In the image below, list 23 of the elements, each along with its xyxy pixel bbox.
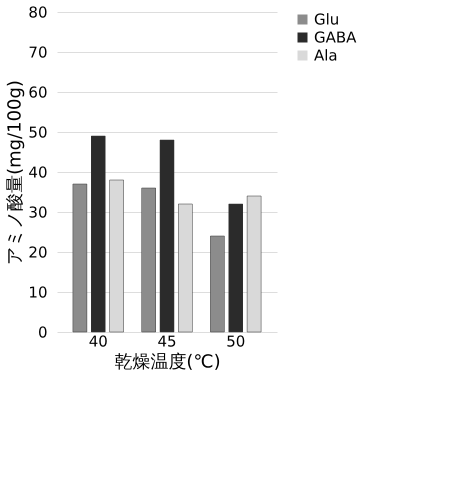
y-tick-label: 50 <box>28 124 48 142</box>
legend-label: Ala <box>314 46 338 64</box>
legend-label: GABA <box>314 28 358 46</box>
bar <box>210 236 225 332</box>
y-tick-label: 0 <box>38 324 48 342</box>
bar <box>141 188 156 332</box>
bar <box>228 204 243 332</box>
y-tick-label: 40 <box>28 164 48 182</box>
x-axis-title: 乾燥温度(℃) <box>114 352 221 372</box>
y-tick-label: 10 <box>28 284 48 302</box>
x-tick-label: 40 <box>88 332 108 350</box>
x-tick-label: 45 <box>157 332 177 350</box>
y-axis-title: アミノ酸量(mg/100g) <box>4 80 26 265</box>
y-tick-label: 30 <box>28 204 48 222</box>
bar <box>160 140 174 332</box>
bar <box>91 136 106 332</box>
y-tick-label: 60 <box>28 84 48 102</box>
legend-label: Glu <box>314 10 340 28</box>
y-tick-label: 20 <box>28 244 48 262</box>
bar <box>72 184 88 332</box>
x-tick-label: 50 <box>226 332 246 350</box>
y-tick-label: 70 <box>28 44 48 62</box>
y-tick-label: 80 <box>28 4 48 22</box>
